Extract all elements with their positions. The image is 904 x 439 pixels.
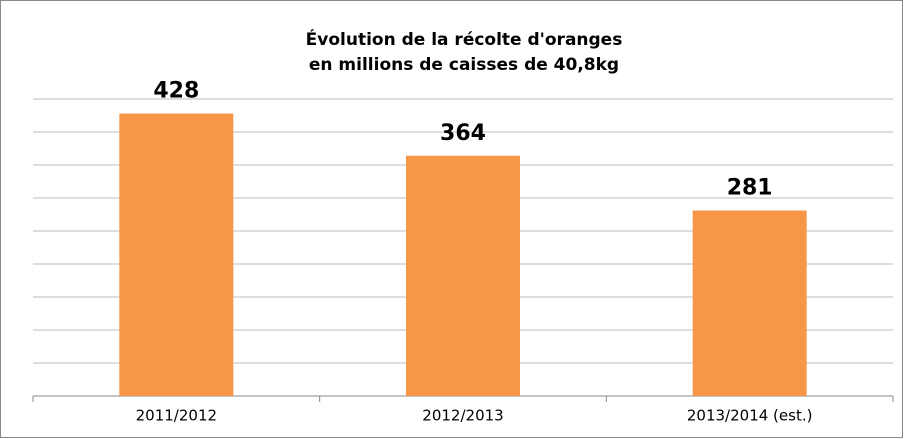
bar xyxy=(692,210,807,396)
chart-title: Évolution de la récolte d'oranges xyxy=(306,28,623,50)
x-tick-label: 2011/2012 xyxy=(136,407,217,425)
bar xyxy=(406,155,520,396)
x-tick-label: 2012/2013 xyxy=(422,407,503,425)
chart-subtitle: en millions de caisses de 40,8kg xyxy=(309,55,619,75)
data-label: 281 xyxy=(727,176,773,201)
x-tick-label: 2013/2014 (est.) xyxy=(687,407,813,425)
bar xyxy=(119,113,234,397)
data-label: 428 xyxy=(153,79,199,104)
data-label: 364 xyxy=(440,121,486,146)
